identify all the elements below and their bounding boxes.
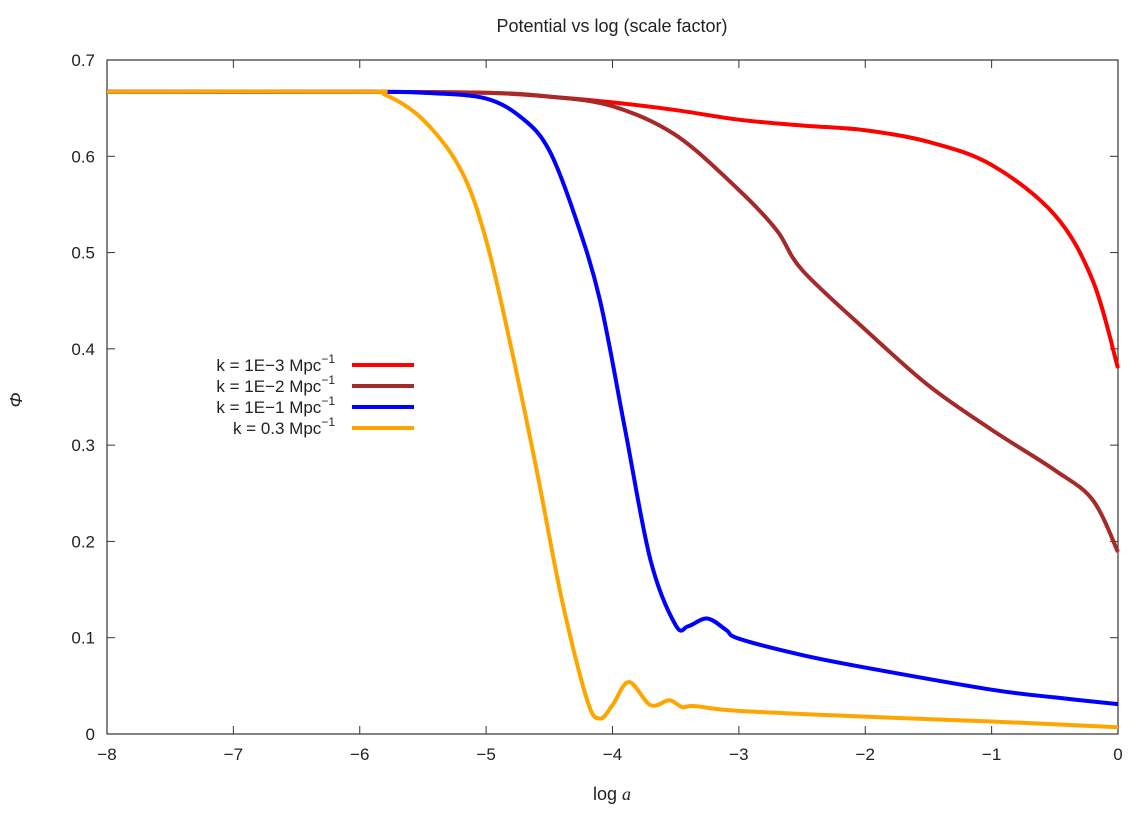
y-axis-label: Φ — [6, 392, 26, 407]
x-tick-label: 0 — [1113, 745, 1122, 764]
series-lines — [106, 89, 1120, 730]
x-tick-label: −4 — [603, 745, 622, 764]
legend-label: k = 1E−1 Mpc−1 — [216, 394, 335, 417]
y-tick-label: 0.4 — [71, 340, 95, 359]
plot-frame — [106, 59, 1119, 735]
x-tick-label: −5 — [476, 745, 495, 764]
y-tick-label: 0.2 — [71, 532, 95, 551]
legend: k = 1E−3 Mpc−1k = 1E−2 Mpc−1k = 1E−1 Mpc… — [216, 352, 414, 438]
series-line — [106, 89, 1120, 369]
chart-title: Potential vs log (scale factor) — [496, 16, 727, 36]
series-line — [106, 89, 1119, 707]
x-tick-label: −3 — [729, 745, 748, 764]
x-tick-label: −2 — [856, 745, 875, 764]
y-tick-label: 0.7 — [71, 51, 95, 70]
x-tick-label: −1 — [982, 745, 1001, 764]
y-tick-label: 0 — [86, 725, 95, 744]
legend-label: k = 0.3 Mpc−1 — [233, 415, 335, 438]
legend-label: k = 1E−3 Mpc−1 — [216, 352, 335, 375]
x-axis-label: log a — [593, 784, 631, 804]
y-tick-label: 0.3 — [71, 436, 95, 455]
series-line — [106, 89, 1119, 730]
legend-label: k = 1E−2 Mpc−1 — [216, 373, 335, 396]
y-tick-label: 0.1 — [71, 629, 95, 648]
y-tick-label: 0.5 — [71, 244, 95, 263]
series-line — [106, 89, 1120, 553]
x-tick-label: −8 — [97, 745, 116, 764]
axis-ticks: −8 −7 −6 −5 −4 −3 −2 −1 0 0 0.1 0.2 0.3 0.4 0.5 0.6 0.7 — [71, 51, 1122, 764]
x-tick-label: −6 — [350, 745, 369, 764]
y-tick-label: 0.6 — [71, 147, 95, 166]
x-tick-label: −7 — [224, 745, 243, 764]
